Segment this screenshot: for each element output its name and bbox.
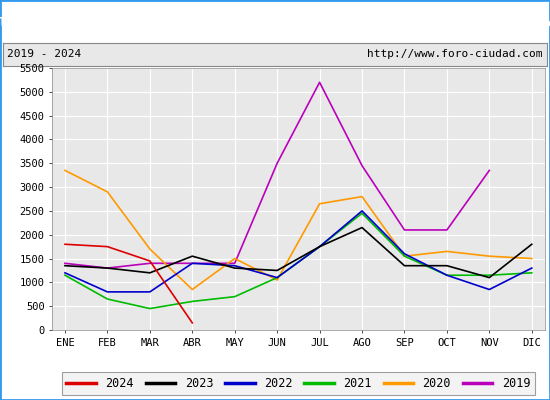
Text: http://www.foro-ciudad.com: http://www.foro-ciudad.com — [367, 49, 543, 59]
Text: Evolucion Nº Turistas Nacionales en el municipio de Peñaranda de Bracamonte: Evolucion Nº Turistas Nacionales en el m… — [0, 16, 550, 30]
Text: 2019 - 2024: 2019 - 2024 — [7, 49, 81, 59]
Legend: 2024, 2023, 2022, 2021, 2020, 2019: 2024, 2023, 2022, 2021, 2020, 2019 — [62, 372, 535, 395]
